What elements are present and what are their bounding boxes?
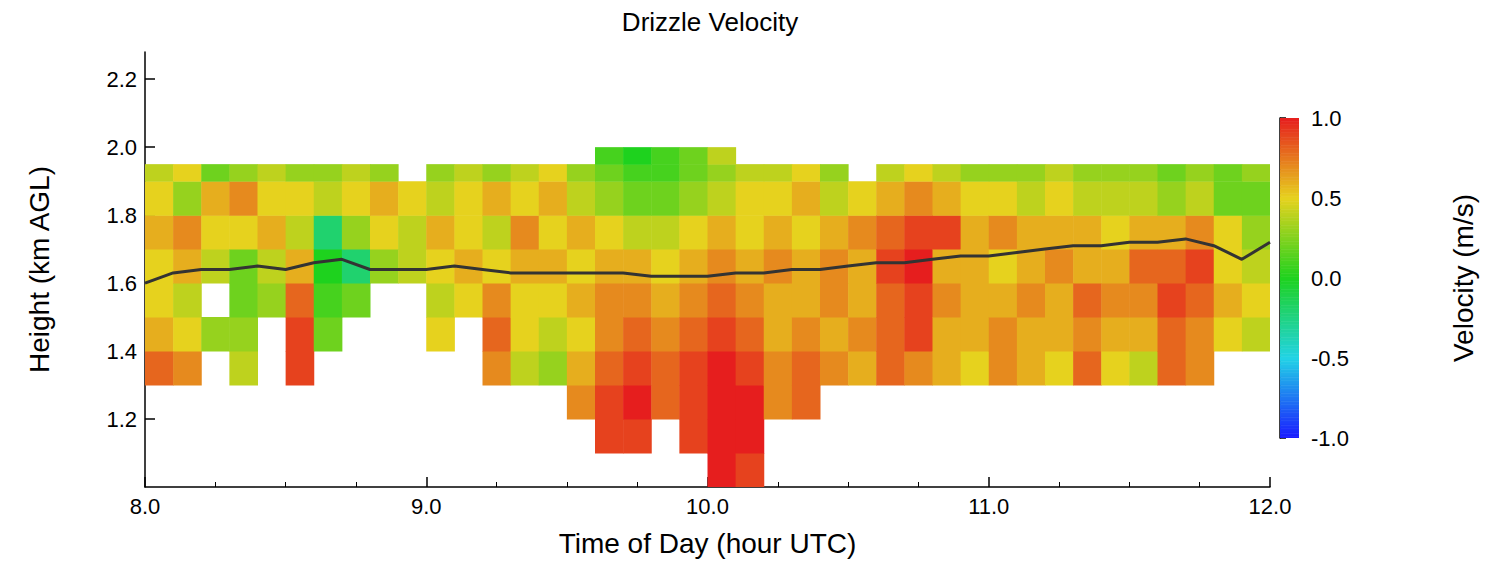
svg-text:Time of Day (hour UTC): Time of Day (hour UTC) xyxy=(559,528,857,559)
svg-text:10.0: 10.0 xyxy=(686,494,729,519)
svg-text:0.0: 0.0 xyxy=(1311,266,1342,291)
svg-text:1.2: 1.2 xyxy=(106,407,137,432)
svg-text:0.5: 0.5 xyxy=(1311,186,1342,211)
svg-text:12.0: 12.0 xyxy=(1249,494,1292,519)
svg-text:Velocity (m/s): Velocity (m/s) xyxy=(1448,194,1479,362)
svg-text:2.2: 2.2 xyxy=(106,67,137,92)
svg-text:11.0: 11.0 xyxy=(968,494,1009,519)
svg-text:Height (km AGL): Height (km AGL) xyxy=(24,166,55,373)
svg-text:-1.0: -1.0 xyxy=(1311,426,1349,451)
svg-text:1.4: 1.4 xyxy=(106,339,137,364)
svg-text:-0.5: -0.5 xyxy=(1311,346,1349,371)
svg-text:8.0: 8.0 xyxy=(130,494,161,519)
svg-text:Drizzle Velocity: Drizzle Velocity xyxy=(622,7,798,37)
svg-text:1.0: 1.0 xyxy=(1311,106,1342,131)
svg-text:1.6: 1.6 xyxy=(106,271,137,296)
svg-text:1.8: 1.8 xyxy=(106,203,137,228)
svg-text:2.0: 2.0 xyxy=(106,135,137,160)
svg-text:9.0: 9.0 xyxy=(411,494,442,519)
